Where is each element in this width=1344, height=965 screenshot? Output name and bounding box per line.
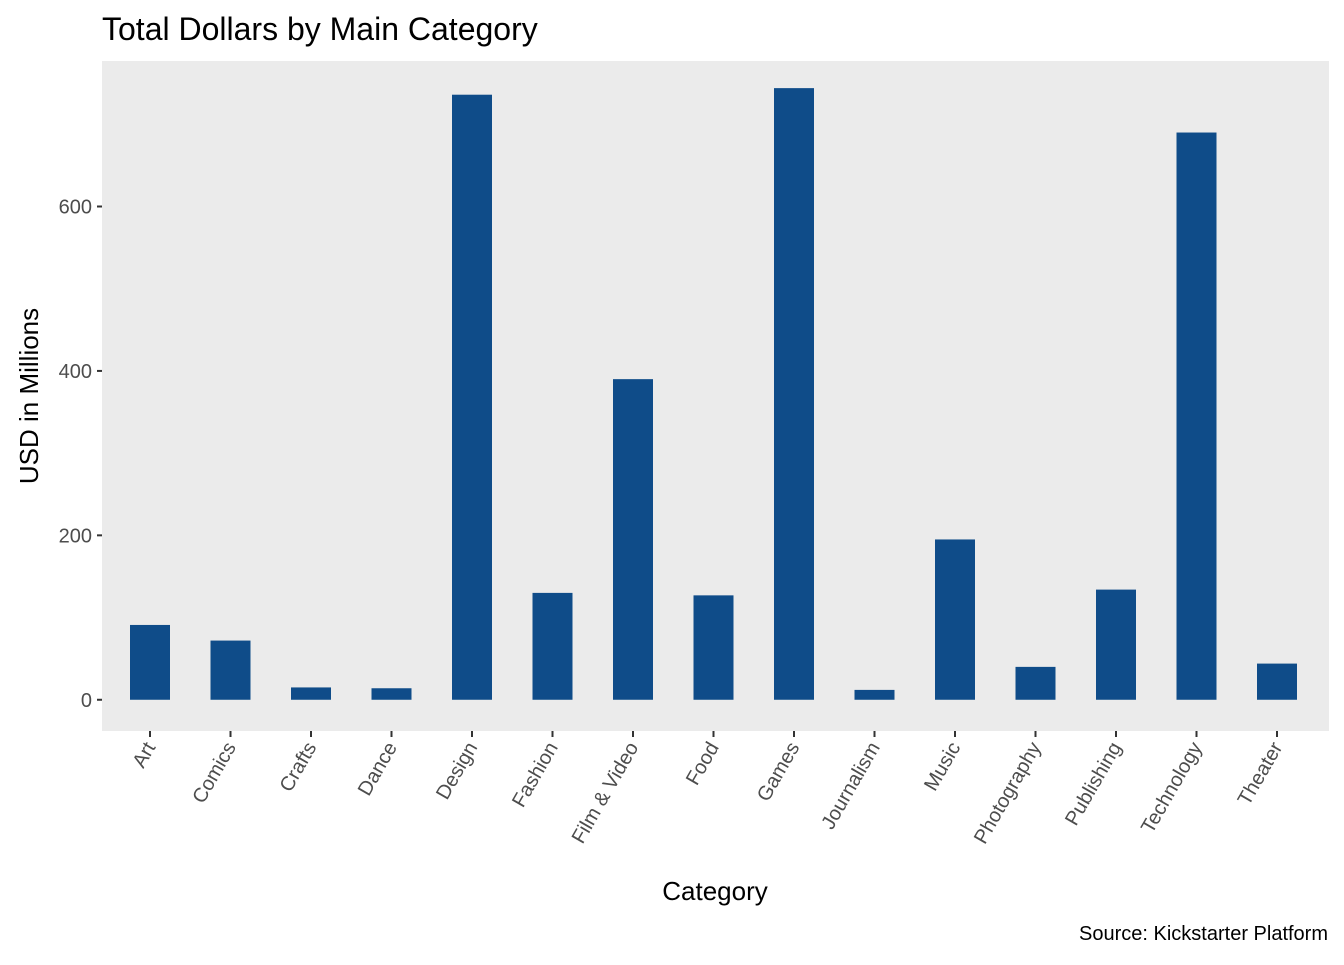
y-axis: 0 200 400 600	[59, 197, 102, 712]
y-tick-label: 600	[59, 197, 92, 219]
bar-games	[774, 88, 814, 700]
bar-fashion	[532, 592, 573, 700]
x-tick-label: Journalism	[817, 739, 884, 834]
bar-theater	[1257, 663, 1297, 700]
bar-journalism	[854, 689, 895, 700]
x-tick-label: Music	[920, 739, 965, 795]
x-axis: Art Comics Crafts Dance Design Fashion Film & …	[128, 731, 1287, 848]
bar-film-video	[613, 379, 653, 700]
x-tick-label: Dance	[354, 739, 402, 800]
y-axis-title: USD in Millions	[14, 308, 44, 484]
x-tick-label: Theater	[1234, 738, 1288, 809]
source-caption: Source: Kickstarter Platform	[1079, 923, 1328, 945]
y-tick-label: 400	[59, 361, 92, 383]
x-tick-label: Technology	[1137, 739, 1207, 838]
bar-food	[693, 595, 734, 700]
bar-publishing	[1096, 589, 1136, 700]
bar-music	[935, 539, 975, 700]
x-tick-label: Film & Video	[568, 739, 644, 848]
x-tick-label: Publishing	[1061, 739, 1126, 830]
x-tick-label: Games	[753, 739, 804, 806]
x-tick-label: Art	[128, 738, 160, 772]
x-tick-label: Food	[682, 739, 724, 789]
bars-group	[130, 88, 1297, 700]
x-tick-label: Fashion	[508, 739, 563, 812]
y-tick-label: 0	[81, 690, 92, 712]
bar-photography	[1015, 666, 1056, 700]
x-tick-label: Photography	[970, 739, 1046, 848]
x-tick-label: Comics	[188, 739, 240, 808]
chart-title: Total Dollars by Main Category	[102, 11, 538, 47]
y-tick-label: 200	[59, 525, 92, 547]
x-axis-title: Category	[662, 876, 768, 906]
bar-comics	[210, 640, 251, 700]
bar-design	[452, 94, 492, 700]
bar-crafts	[291, 687, 331, 700]
x-tick-label: Design	[432, 739, 482, 804]
bar-dance	[371, 688, 412, 700]
x-tick-label: Crafts	[276, 739, 322, 796]
bar-art	[130, 624, 170, 700]
bar-technology	[1176, 132, 1217, 700]
